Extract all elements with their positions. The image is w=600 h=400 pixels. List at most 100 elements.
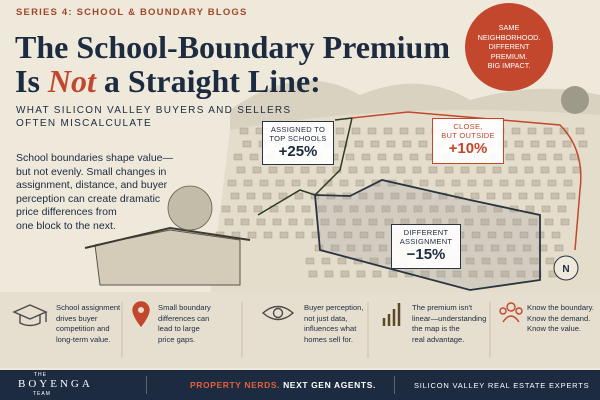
people-icon	[499, 302, 523, 323]
text-line: linear—understanding	[412, 313, 487, 323]
logo-bottom: TEAM	[33, 391, 51, 397]
house	[352, 218, 362, 226]
house	[422, 192, 432, 200]
text-line: differences can	[158, 313, 210, 323]
text-line: SAME	[498, 23, 520, 33]
house	[317, 205, 327, 213]
house	[530, 140, 540, 148]
text-line: Know the demand.	[527, 313, 591, 323]
house	[252, 166, 262, 174]
house	[356, 270, 366, 278]
house	[418, 140, 428, 148]
callout-value: −15%	[406, 246, 446, 263]
house	[256, 218, 266, 226]
house	[383, 127, 393, 135]
house	[474, 244, 484, 252]
house	[529, 257, 539, 265]
callout-value: +10%	[448, 140, 488, 157]
house	[237, 205, 247, 213]
house	[370, 140, 380, 148]
house	[502, 192, 512, 200]
callout: ASSIGNED TO TOP SCHOOLS +25%	[262, 121, 334, 165]
callout: DIFFERENT ASSIGNMENT −15%	[391, 224, 461, 269]
house	[444, 166, 454, 174]
house	[339, 179, 349, 187]
house	[461, 205, 471, 213]
house	[365, 205, 375, 213]
house	[551, 231, 561, 239]
house	[288, 218, 298, 226]
house	[284, 166, 294, 174]
text-line: drives buyer	[56, 313, 98, 323]
house	[412, 166, 422, 174]
house	[272, 218, 282, 226]
house	[532, 270, 542, 278]
text-line: real advantage.	[412, 334, 465, 344]
feature-text: School assignment drives buyer competition…	[56, 303, 120, 345]
house	[451, 179, 461, 187]
house	[578, 140, 588, 148]
house	[259, 179, 269, 187]
house	[476, 166, 486, 174]
house	[253, 205, 263, 213]
house	[384, 218, 394, 226]
house	[381, 205, 391, 213]
house	[343, 231, 353, 239]
body-text: School boundaries shape value— but not ev…	[16, 152, 173, 233]
house	[324, 270, 334, 278]
house	[519, 231, 529, 239]
roof	[84, 226, 251, 249]
title-line: Is Not a Straight Line:	[15, 64, 321, 98]
tagline-dark: NEXT GEN AGENTS.	[283, 380, 376, 390]
house	[513, 257, 523, 265]
house	[521, 153, 531, 161]
house	[435, 179, 445, 187]
house	[358, 192, 368, 200]
text-line: homes sell for.	[304, 334, 353, 344]
house	[242, 140, 252, 148]
house	[243, 179, 253, 187]
house	[559, 127, 569, 135]
house	[575, 127, 585, 135]
house	[428, 166, 438, 174]
house	[452, 270, 462, 278]
house	[409, 153, 419, 161]
house	[511, 127, 521, 135]
house	[393, 153, 403, 161]
house	[249, 153, 259, 161]
house	[351, 127, 361, 135]
house	[506, 244, 516, 252]
house	[402, 140, 412, 148]
house	[279, 231, 289, 239]
house	[349, 205, 359, 213]
house	[300, 166, 310, 174]
text-line: The premium isn't	[412, 303, 473, 312]
text-line: BIG IMPACT.	[487, 61, 531, 71]
house	[464, 218, 474, 226]
house	[496, 218, 506, 226]
title-part: Is	[15, 63, 48, 99]
text-line: School boundaries shape value—	[16, 152, 174, 164]
callout-label: BUT OUTSIDE	[441, 131, 495, 140]
callout-label: DIFFERENT	[403, 228, 449, 237]
house	[320, 218, 330, 226]
house	[546, 140, 556, 148]
house	[224, 218, 234, 226]
footer-right: SILICON VALLEY REAL ESTATE EXPERTS	[414, 381, 590, 390]
house	[486, 192, 496, 200]
house	[308, 270, 318, 278]
text-line: lead to large	[158, 324, 200, 333]
graduation-icon	[12, 304, 48, 327]
tree	[167, 185, 213, 231]
house	[335, 127, 345, 135]
house	[361, 153, 371, 161]
house	[396, 166, 406, 174]
house	[388, 270, 398, 278]
house	[499, 179, 509, 187]
house	[538, 244, 548, 252]
house	[419, 179, 429, 187]
house	[246, 192, 256, 200]
house	[337, 257, 347, 265]
house	[311, 231, 321, 239]
callout: CLOSE, BUT OUTSIDE +10%	[432, 118, 504, 164]
